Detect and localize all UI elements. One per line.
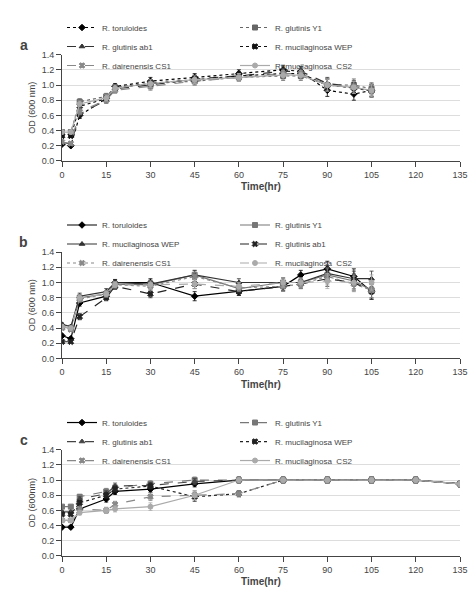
- svg-text:0: 0: [59, 367, 64, 377]
- svg-text:120: 120: [408, 170, 423, 180]
- svg-text:0.0: 0.0: [42, 354, 55, 364]
- svg-text:1.0: 1.0: [42, 278, 55, 288]
- svg-text:R. toruloides: R. toruloides: [102, 24, 147, 33]
- svg-text:R. glutinis ab1: R. glutinis ab1: [102, 43, 153, 52]
- svg-text:R. mucilaginosa CS2: R. mucilaginosa CS2: [275, 457, 352, 466]
- svg-text:1.0: 1.0: [42, 475, 55, 485]
- svg-text:0.0: 0.0: [42, 156, 55, 166]
- svg-text:0.6: 0.6: [42, 506, 55, 516]
- svg-text:OD (600 nm): OD (600 nm): [27, 82, 37, 134]
- svg-text:75: 75: [278, 367, 288, 377]
- svg-text:1.4: 1.4: [42, 445, 55, 455]
- svg-text:0.6: 0.6: [42, 308, 55, 318]
- svg-text:60: 60: [234, 565, 244, 575]
- svg-text:a: a: [20, 37, 28, 53]
- svg-text:135: 135: [452, 170, 467, 180]
- svg-text:Time(hr): Time(hr): [241, 181, 281, 192]
- svg-text:0: 0: [59, 565, 64, 575]
- svg-text:1.4: 1.4: [42, 247, 55, 257]
- svg-text:0.2: 0.2: [42, 141, 55, 151]
- svg-text:0.2: 0.2: [42, 338, 55, 348]
- svg-text:1.2: 1.2: [42, 65, 55, 75]
- svg-text:R. mucilaginosa CS2: R. mucilaginosa CS2: [275, 259, 352, 268]
- svg-text:R. mucilaginosa CS2: R. mucilaginosa CS2: [275, 62, 352, 71]
- svg-text:R. mucilaginosa WEP: R. mucilaginosa WEP: [275, 438, 352, 447]
- svg-text:R. mucilaginosa WEP: R. mucilaginosa WEP: [275, 43, 352, 52]
- svg-text:0.6: 0.6: [42, 111, 55, 121]
- svg-text:60: 60: [234, 367, 244, 377]
- svg-text:15: 15: [101, 367, 111, 377]
- svg-text:R. glutinis Y1: R. glutinis Y1: [275, 221, 323, 230]
- svg-text:75: 75: [278, 170, 288, 180]
- svg-text:45: 45: [190, 367, 200, 377]
- svg-text:0.8: 0.8: [42, 95, 55, 105]
- svg-text:0.4: 0.4: [42, 126, 55, 136]
- svg-text:Time(hr): Time(hr): [241, 379, 281, 390]
- svg-text:R. glutinis ab1: R. glutinis ab1: [275, 240, 326, 249]
- svg-text:Time(hr): Time(hr): [241, 576, 281, 587]
- svg-text:1.4: 1.4: [42, 50, 55, 60]
- svg-text:75: 75: [278, 565, 288, 575]
- svg-text:R. glutinis ab1: R. glutinis ab1: [102, 438, 153, 447]
- svg-text:30: 30: [145, 367, 155, 377]
- svg-text:b: b: [19, 234, 28, 250]
- svg-text:0.4: 0.4: [42, 323, 55, 333]
- svg-text:105: 105: [364, 170, 379, 180]
- svg-text:R. toruloides: R. toruloides: [102, 221, 147, 230]
- svg-text:30: 30: [145, 565, 155, 575]
- svg-text:45: 45: [190, 170, 200, 180]
- svg-text:c: c: [20, 432, 28, 448]
- svg-text:45: 45: [190, 565, 200, 575]
- svg-text:0.8: 0.8: [42, 490, 55, 500]
- svg-text:R. toruloides: R. toruloides: [102, 419, 147, 428]
- svg-text:135: 135: [452, 565, 467, 575]
- svg-text:30: 30: [145, 170, 155, 180]
- svg-text:120: 120: [408, 367, 423, 377]
- svg-text:0.4: 0.4: [42, 521, 55, 531]
- svg-text:0.2: 0.2: [42, 536, 55, 546]
- svg-text:90: 90: [322, 565, 332, 575]
- svg-text:R. glutinis Y1: R. glutinis Y1: [275, 24, 323, 33]
- svg-text:0.8: 0.8: [42, 293, 55, 303]
- svg-text:1.2: 1.2: [42, 262, 55, 272]
- svg-text:OD (600 nm): OD (600 nm): [27, 279, 37, 331]
- svg-text:R. mucilaginosa WEP: R. mucilaginosa WEP: [102, 240, 179, 249]
- svg-text:1.0: 1.0: [42, 80, 55, 90]
- svg-text:R. dairenensis CS1: R. dairenensis CS1: [102, 259, 171, 268]
- svg-text:R. dairenensis CS1: R. dairenensis CS1: [102, 62, 171, 71]
- svg-text:105: 105: [364, 565, 379, 575]
- svg-text:OD (600nm): OD (600nm): [27, 478, 37, 528]
- svg-text:15: 15: [101, 565, 111, 575]
- svg-text:0: 0: [59, 170, 64, 180]
- svg-text:1.2: 1.2: [42, 460, 55, 470]
- svg-text:90: 90: [322, 367, 332, 377]
- svg-text:135: 135: [452, 367, 467, 377]
- svg-text:120: 120: [408, 565, 423, 575]
- svg-text:90: 90: [322, 170, 332, 180]
- svg-text:60: 60: [234, 170, 244, 180]
- svg-text:0.0: 0.0: [42, 551, 55, 561]
- svg-text:R. dairenensis CS1: R. dairenensis CS1: [102, 457, 171, 466]
- svg-text:105: 105: [364, 367, 379, 377]
- svg-text:R. glutinis Y1: R. glutinis Y1: [275, 419, 323, 428]
- svg-text:15: 15: [101, 170, 111, 180]
